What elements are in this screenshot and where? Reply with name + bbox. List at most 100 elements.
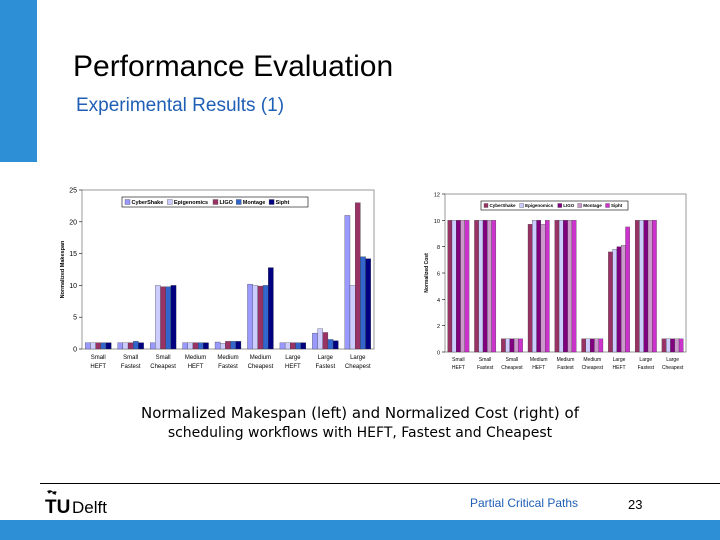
bar xyxy=(117,342,124,350)
legend-entry: Epigenomics xyxy=(525,203,554,208)
x-tick-label: HEFT xyxy=(188,364,204,370)
bar xyxy=(225,341,231,350)
x-tick-label: Large xyxy=(639,357,652,363)
bar xyxy=(563,220,568,353)
bar xyxy=(670,338,675,353)
x-tick-label: Fastest xyxy=(218,364,238,370)
bar xyxy=(327,339,334,350)
legend-swatch xyxy=(483,203,489,208)
bar xyxy=(501,338,506,353)
bar xyxy=(571,220,577,353)
x-tick-label: HEFT xyxy=(613,365,626,371)
bar xyxy=(257,285,264,350)
bar xyxy=(95,342,101,350)
bar xyxy=(133,341,139,350)
bar xyxy=(482,220,488,353)
bar xyxy=(661,338,667,353)
x-tick-label: HEFT xyxy=(452,365,465,371)
slide-subtitle: Experimental Results (1) xyxy=(76,95,285,116)
bar xyxy=(581,338,587,353)
bar xyxy=(300,342,307,350)
y-tick-label: 5 xyxy=(73,315,77,322)
bar xyxy=(666,338,671,353)
bar xyxy=(214,341,221,350)
bar xyxy=(252,285,258,350)
bar xyxy=(456,220,461,353)
x-tick-label: Large xyxy=(285,355,301,361)
bar xyxy=(284,342,291,350)
bar xyxy=(487,220,492,353)
legend-swatch xyxy=(519,203,524,208)
bar xyxy=(491,220,497,353)
bar xyxy=(513,338,519,353)
x-tick-label: Medium xyxy=(217,355,238,361)
y-tick-label: 12 xyxy=(434,193,440,199)
bar xyxy=(594,338,599,353)
x-tick-label: Small xyxy=(91,355,106,361)
bar xyxy=(90,342,96,350)
y-tick-label: 0 xyxy=(73,347,77,354)
legend-entry: Epigenomics xyxy=(174,200,208,206)
x-tick-label: HEFT xyxy=(285,364,301,370)
bar xyxy=(322,332,329,350)
bar xyxy=(567,220,573,353)
x-tick-label: Fastest xyxy=(477,365,494,371)
page-number: 23 xyxy=(628,497,643,512)
bar xyxy=(451,220,457,353)
bar xyxy=(344,215,351,350)
figure-caption-line-1: Normalized Makespan (left) and Normalize… xyxy=(140,404,580,422)
logo-flame-icon xyxy=(47,490,57,495)
x-tick-label: Small xyxy=(506,357,519,363)
bar xyxy=(198,342,204,350)
bar xyxy=(203,342,209,350)
x-tick-label: Cheapest xyxy=(662,365,684,371)
bar xyxy=(247,283,253,350)
bar xyxy=(312,332,318,350)
legend-swatch xyxy=(236,199,242,205)
x-tick-label: HEFT xyxy=(532,365,545,371)
legend-swatch xyxy=(557,203,562,208)
legend-entry: Montage xyxy=(243,200,266,206)
legend-box xyxy=(480,200,629,211)
x-tick-label: HEFT xyxy=(90,364,106,370)
logo-tu-mark: TU xyxy=(45,497,70,517)
y-tick-label: 6 xyxy=(437,272,440,278)
y-tick-label: 25 xyxy=(69,188,77,195)
x-tick-label: Fastest xyxy=(557,365,574,371)
x-tick-label: Medium xyxy=(185,355,206,361)
bar xyxy=(532,220,537,353)
x-tick-label: Large xyxy=(666,357,679,363)
bar xyxy=(279,342,286,350)
bar xyxy=(349,285,356,350)
accent-bar xyxy=(0,0,37,162)
legend-entry: CyberShake xyxy=(132,200,164,206)
y-tick-label: 20 xyxy=(69,219,77,226)
x-tick-label: Medium xyxy=(557,357,575,363)
plot-frame xyxy=(81,189,375,350)
bar xyxy=(558,220,564,353)
bar xyxy=(165,286,172,350)
legend-entry: Sipht xyxy=(611,203,623,208)
bar xyxy=(540,224,546,353)
makespan-chart: 0 5 10 15 20 25 Normalized Makespan Small HEFT Sm… xyxy=(60,188,375,370)
bar xyxy=(149,342,156,350)
y-tick-label: 2 xyxy=(437,324,440,330)
bar xyxy=(652,220,657,353)
bar xyxy=(608,251,613,353)
bar xyxy=(647,220,653,353)
cost-chart: 0 2 4 6 8 10 12 Normalized Cost Small HEFT Small Fa… xyxy=(424,193,687,371)
bar xyxy=(674,338,680,353)
bar xyxy=(182,342,188,350)
bar xyxy=(585,338,591,353)
x-tick-label: Cheapest xyxy=(150,364,176,370)
x-tick-label: Cheapest xyxy=(501,365,523,371)
bar xyxy=(317,328,323,350)
y-tick-label: 0 xyxy=(437,351,440,357)
footer-divider xyxy=(40,483,720,484)
x-tick-label: Cheapest xyxy=(248,364,274,370)
x-tick-label: Medium xyxy=(530,357,548,363)
legend-entry: LIGO xyxy=(219,200,233,206)
x-tick-label: Small xyxy=(156,355,171,361)
bar xyxy=(621,245,626,353)
bar xyxy=(355,202,361,350)
